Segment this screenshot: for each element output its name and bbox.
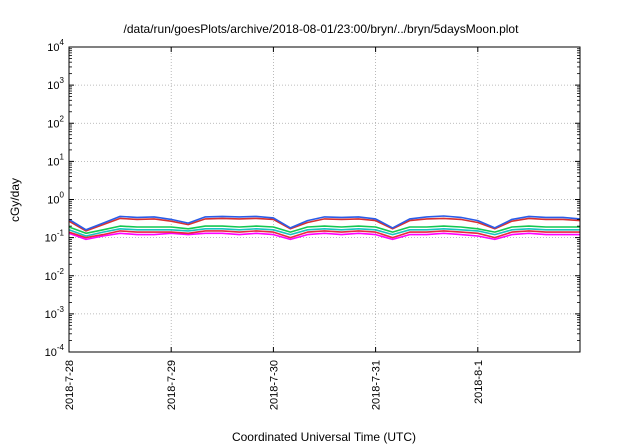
x-tick-label: 2018-7-30 bbox=[268, 360, 280, 410]
x-tick-label: 2018-7-28 bbox=[64, 360, 76, 410]
series-line bbox=[68, 217, 581, 232]
chart-title: /data/run/goesPlots/archive/2018-08-01/2… bbox=[124, 22, 520, 36]
y-tick-label: 103 bbox=[47, 76, 64, 92]
series-line bbox=[68, 232, 580, 241]
series-layer bbox=[68, 215, 581, 241]
series-line bbox=[68, 230, 580, 239]
y-axis-label: cGy/day bbox=[8, 178, 22, 222]
y-tick-label: 104 bbox=[47, 38, 64, 54]
y-tick-label: 10-4 bbox=[45, 343, 65, 359]
x-tick-label: 2018-7-29 bbox=[166, 360, 178, 410]
x-axis-label: Coordinated Universal Time (UTC) bbox=[232, 430, 416, 444]
y-tick-label: 10-1 bbox=[45, 229, 65, 245]
series-line bbox=[68, 225, 580, 235]
x-tick-label: 2018-7-31 bbox=[371, 360, 383, 410]
y-tick-label: 10-3 bbox=[45, 305, 65, 321]
y-tick-label: 100 bbox=[47, 191, 64, 207]
y-tick-label: 10-2 bbox=[45, 267, 65, 283]
series-line bbox=[68, 215, 581, 231]
x-tick-label: 2018-8-1 bbox=[473, 360, 485, 404]
series-line bbox=[68, 228, 580, 237]
grid bbox=[69, 47, 580, 352]
ticks: 10-4 10-3 10-2 10-1 100 101 102 103 104 2018-7-28… bbox=[45, 38, 580, 410]
y-tick-label: 102 bbox=[47, 114, 64, 130]
y-tick-label: 101 bbox=[47, 152, 64, 168]
